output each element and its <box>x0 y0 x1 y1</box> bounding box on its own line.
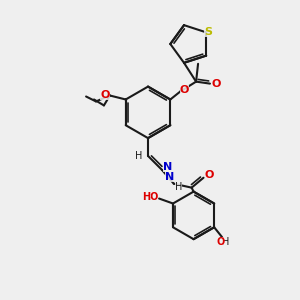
Text: H: H <box>135 151 143 161</box>
Text: H: H <box>222 237 230 247</box>
Text: O: O <box>179 85 189 94</box>
Text: HO: HO <box>142 192 158 202</box>
Text: O: O <box>211 79 220 88</box>
Text: S: S <box>204 27 212 37</box>
Text: N: N <box>163 162 172 172</box>
Text: O: O <box>216 237 224 247</box>
Text: N: N <box>165 172 174 182</box>
Text: H: H <box>175 182 182 192</box>
Text: ethoxy: ethoxy <box>70 95 94 101</box>
Text: O: O <box>100 89 110 100</box>
Text: O: O <box>205 170 214 180</box>
